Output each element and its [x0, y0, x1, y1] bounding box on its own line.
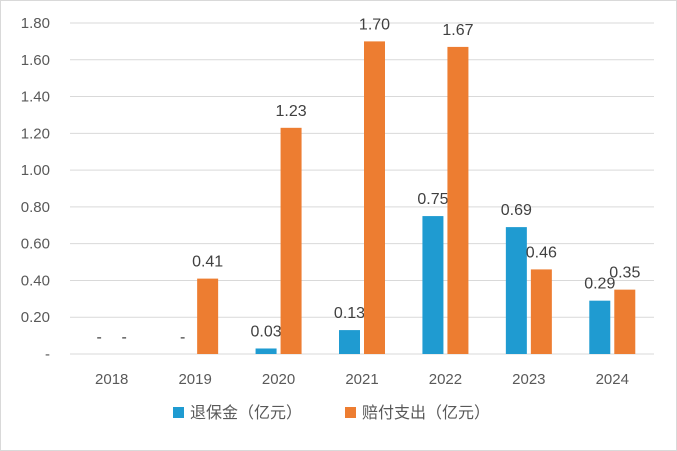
legend-label: 退保金（亿元）	[190, 403, 302, 422]
legend-label: 赔付支出（亿元）	[362, 403, 490, 422]
bar	[339, 330, 360, 354]
x-tick-label: 2018	[95, 371, 128, 388]
y-tick-label: 0.40	[21, 272, 50, 289]
data-label: -	[122, 329, 127, 346]
x-tick-label: 2023	[512, 371, 545, 388]
legend-swatch	[173, 407, 184, 418]
y-tick-label: 1.00	[21, 162, 50, 179]
x-tick-label: 2019	[178, 371, 211, 388]
bar	[530, 269, 552, 354]
y-tick-label: 0.20	[21, 309, 50, 326]
x-tick-label: 2022	[429, 371, 462, 388]
bar	[255, 348, 277, 354]
data-label: 0.13	[334, 305, 365, 322]
x-tick-label: 2021	[345, 371, 378, 388]
bar	[197, 278, 219, 354]
data-label: -	[180, 329, 185, 346]
data-label: 0.46	[526, 244, 557, 261]
bar	[280, 127, 302, 354]
legend-swatch	[345, 407, 356, 418]
y-tick-label: 1.40	[21, 89, 50, 106]
data-label: 1.67	[442, 22, 473, 39]
data-label: 0.35	[609, 265, 640, 282]
y-tick-label: 0.60	[21, 236, 50, 253]
data-label: 1.70	[359, 16, 390, 33]
y-tick-label: -	[45, 346, 50, 363]
data-label: 0.69	[501, 202, 532, 219]
y-tick-label: 0.80	[21, 199, 50, 216]
bar	[364, 41, 385, 355]
y-tick-label: 1.80	[21, 15, 50, 32]
bar	[589, 300, 611, 354]
y-tick-label: 1.20	[21, 125, 50, 142]
bar	[505, 227, 527, 354]
y-tick-label: 1.60	[21, 52, 50, 69]
data-label: 0.75	[417, 191, 448, 208]
bar	[422, 216, 444, 354]
data-label: 0.41	[192, 254, 223, 271]
x-tick-label: 2020	[262, 371, 295, 388]
bar	[614, 289, 636, 354]
bar	[447, 46, 469, 355]
x-tick-label: 2024	[596, 371, 629, 388]
data-label: 1.23	[276, 103, 307, 120]
data-label: 0.29	[584, 276, 615, 293]
data-label: 0.03	[251, 323, 282, 340]
data-label: -	[97, 329, 102, 346]
